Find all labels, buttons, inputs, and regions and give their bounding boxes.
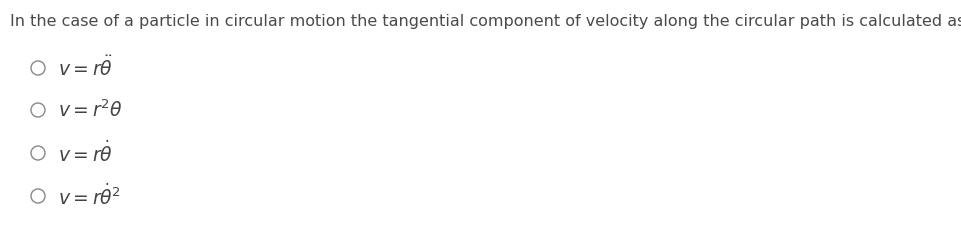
Text: $v = r\dot{\theta}$: $v = r\dot{\theta}$: [58, 140, 112, 166]
Text: $v = r\ddot{\theta}$: $v = r\ddot{\theta}$: [58, 56, 112, 80]
Text: In the case of a particle in circular motion the tangential component of velocit: In the case of a particle in circular mo…: [10, 14, 961, 29]
Text: $v = r\dot{\theta}^2$: $v = r\dot{\theta}^2$: [58, 183, 120, 209]
Text: $v = r^2\theta$: $v = r^2\theta$: [58, 99, 123, 121]
